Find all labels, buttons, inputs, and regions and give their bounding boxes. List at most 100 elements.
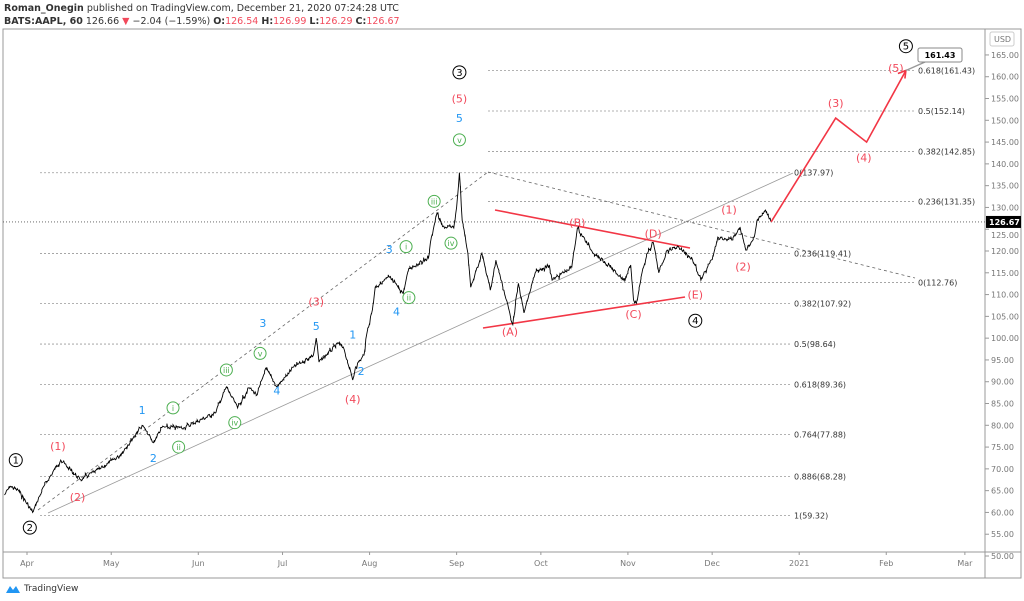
- wave-label-minor: 2: [358, 365, 365, 378]
- wave-circle-minute: [219, 363, 233, 377]
- wave-label-minor: 4: [273, 384, 280, 397]
- wave-label-intermediate: (A): [502, 326, 518, 339]
- y-tick-label: 120.00: [991, 247, 1019, 256]
- wave-label-minute: i: [405, 243, 407, 252]
- wave-label-minute: ii: [407, 294, 411, 303]
- x-tick-label: Sep: [449, 559, 464, 568]
- y-tick-label: 160.00: [991, 73, 1019, 82]
- x-tick-label: May: [103, 559, 120, 568]
- symbol-legend: BATS:AAPL, 60 126.66 ▼ −2.04 (−1.59%) O:…: [4, 16, 400, 27]
- wave-label-minute: i: [172, 404, 174, 413]
- x-tick-label: Nov: [620, 559, 636, 568]
- current-price-tag: [986, 215, 1021, 228]
- x-tick-label: Jun: [191, 559, 205, 568]
- target-callout-line: [905, 61, 926, 72]
- wave-label-primary: 4: [692, 316, 698, 327]
- tradingview-logo[interactable]: TradingView: [5, 584, 78, 594]
- wave-circle-minute: [399, 240, 413, 254]
- wave-label-intermediate: (2): [70, 491, 86, 504]
- wave-label-intermediate: (3): [828, 97, 844, 110]
- fib-extension-label: 0(112.76): [918, 279, 957, 288]
- wave-label-minute: iv: [231, 419, 238, 428]
- tradingview-icon: [6, 586, 20, 593]
- fib-retracement-label: 0.382(107.92): [794, 300, 851, 309]
- wave-circle: [22, 520, 37, 535]
- fib-retracement-label: 0.618(89.36): [794, 381, 846, 390]
- fib-retracement-label: 0(137.97): [794, 169, 833, 178]
- x-tick-label: Jul: [277, 559, 288, 568]
- low-value: 126.29: [319, 16, 353, 27]
- wave-circle-minute: [452, 133, 466, 147]
- wave-label-minute: v: [457, 136, 462, 145]
- y-tick-label: 70.00: [991, 465, 1014, 474]
- y-tick-label: 155.00: [991, 95, 1019, 104]
- price-change: −2.04 (−1.59%): [132, 16, 211, 27]
- wave-label-primary: 1: [13, 456, 19, 467]
- wave-label-intermediate: (4): [856, 151, 872, 164]
- symbol: BATS:AAPL, 60: [4, 16, 83, 27]
- x-tick-label: Apr: [20, 559, 35, 568]
- open-label: O:: [213, 16, 226, 27]
- triangle-lower-line: [482, 296, 686, 329]
- wave-label-intermediate: (C): [625, 308, 641, 321]
- wave-label-minor: 5: [456, 112, 463, 125]
- x-tick-label: Aug: [362, 559, 378, 568]
- last-price: 126.66: [85, 16, 120, 27]
- fib-retracement-label: 0.764(77.88): [794, 431, 846, 440]
- price-series: [4, 172, 772, 514]
- wave-label-intermediate: (5): [452, 93, 468, 106]
- x-tick-label: Dec: [704, 559, 719, 568]
- wave-label-minor: 1: [349, 329, 356, 342]
- y-tick-label: 115.00: [991, 269, 1019, 278]
- wave-label-intermediate: (2): [735, 260, 751, 273]
- y-tick-label: 60.00: [991, 508, 1014, 517]
- wave-circle-minute: [253, 346, 267, 360]
- current-price-tag-label: 126.67: [989, 218, 1020, 227]
- wave-circle-minute: [228, 416, 242, 430]
- fib-retracement-label: 0.5(98.64): [794, 340, 836, 349]
- fib-retracement-label: 0.236(119.41): [794, 250, 851, 259]
- x-tick-label: Mar: [957, 559, 973, 568]
- fib-extension-label: 0.618(161.43): [918, 66, 975, 75]
- y-tick-label: 90.00: [991, 378, 1014, 387]
- wave-circle-minute: [402, 291, 416, 305]
- low-label: L:: [309, 16, 320, 27]
- wave-label-primary: 5: [903, 42, 909, 53]
- wave-label-minute: iii: [431, 197, 438, 206]
- currency-label: USD: [994, 35, 1011, 44]
- wave-label-minute: ii: [176, 443, 180, 452]
- wave-label-intermediate: (3): [308, 296, 324, 309]
- wave-circle-minute: [166, 401, 180, 415]
- fib-extension-label: 0.382(142.85): [918, 147, 975, 156]
- open-value: 126.54: [225, 16, 259, 27]
- wave-label-intermediate: (B): [569, 217, 585, 230]
- wave-label-intermediate: (5): [888, 62, 904, 75]
- wave-label-intermediate: (1): [721, 204, 737, 217]
- y-tick-label: 140.00: [991, 160, 1019, 169]
- y-tick-label: 85.00: [991, 400, 1014, 409]
- fib-extension-label: 0.236(131.35): [918, 198, 975, 207]
- brand-name: TradingView: [24, 584, 79, 594]
- y-tick-label: 130.00: [991, 203, 1019, 212]
- y-tick-label: 55.00: [991, 530, 1014, 539]
- wave-label-intermediate: (D): [645, 228, 662, 241]
- y-tick-label: 165.00: [991, 51, 1019, 60]
- y-tick-label: 100.00: [991, 334, 1019, 343]
- y-tick-label: 145.00: [991, 138, 1019, 147]
- y-tick-label: 125.00: [991, 231, 1019, 240]
- triangle-upper-line: [494, 209, 691, 249]
- wave-label-intermediate: (1): [50, 440, 66, 453]
- x-tick-label: Feb: [879, 559, 893, 568]
- high-value: 126.99: [273, 16, 307, 27]
- wave-label-minor: 2: [150, 452, 157, 465]
- wave-circle-minute: [444, 236, 458, 250]
- publish-info: Roman_Onegin published on TradingView.co…: [4, 3, 399, 14]
- wave-label-primary: 2: [27, 523, 33, 534]
- wave-circle-minute: [427, 194, 441, 208]
- wave-circle: [898, 39, 913, 54]
- author-name[interactable]: Roman_Onegin: [4, 3, 84, 14]
- publish-text: published on TradingView.com, December 2…: [86, 3, 399, 14]
- y-tick-label: 65.00: [991, 487, 1014, 496]
- descending-dashed-line: [487, 171, 916, 279]
